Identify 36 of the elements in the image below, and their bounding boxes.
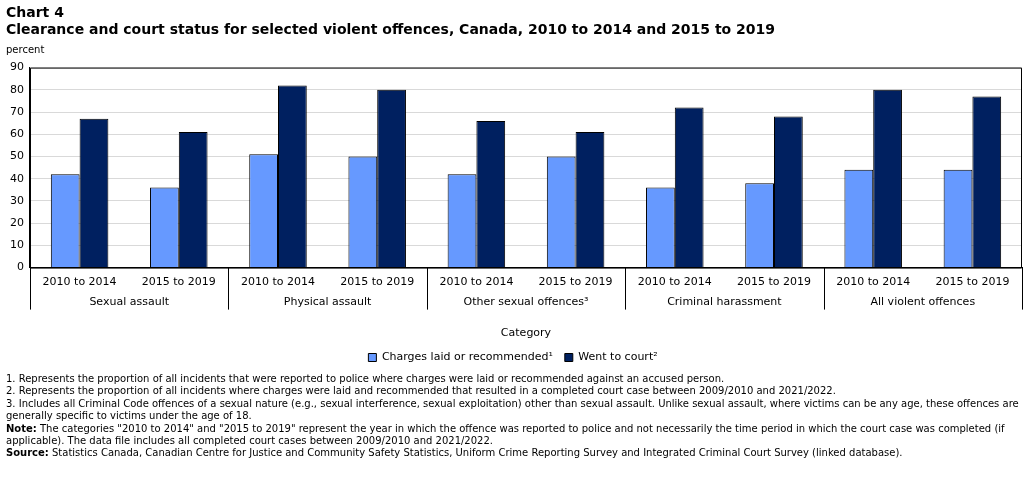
text: Physical assault	[283, 295, 373, 309]
source-note: Source: Statistics Canada, Canadian Centre for Justice and Community Safety Statistics, Uniform Crime Reporting Survey and Integrated Criminal Court Survey (linked database).	[6, 447, 904, 460]
text: Note: The categories "2010 to 2014" and "2015 to 2019" represent the year in which the offence was reported to police and not necessarily the time period in which the court case was completed (if applicable). The data file includes all completed court cases between 2009/2010 and 2021/2022.	[6, 422, 1006, 448]
text: Other sexual offences³	[463, 295, 589, 309]
y-tick-label: 40	[10, 171, 24, 185]
chart-subtitle: Clearance and court status for selected violent offences, Canada, 2010 to 2014 and 2015 to 2019	[6, 21, 777, 38]
y-tick-label: 10	[10, 238, 24, 252]
y-tick-label: 20	[10, 216, 24, 230]
text: All violent offences	[870, 295, 976, 309]
x-tick-label: 2010 to 2014	[836, 275, 911, 289]
y-tick-label: 90	[10, 60, 24, 74]
x-tick-label: 2015 to 2019	[538, 275, 613, 289]
chart-title: Chart 4	[6, 4, 65, 21]
text: Criminal harassment	[667, 295, 783, 309]
x-tick-label: 2015 to 2019	[141, 275, 216, 289]
legend-label: Charges laid or recommended¹	[381, 350, 553, 364]
x-tick-label: 2015 to 2019	[935, 275, 1010, 289]
x-tick-label: 2010 to 2014	[42, 275, 117, 289]
y-tick-label: 0	[17, 260, 24, 274]
x-tick-label: 2010 to 2014	[240, 275, 316, 289]
x-tick-label: 2015 to 2019	[736, 275, 812, 289]
y-tick-label: 60	[10, 127, 24, 141]
y-tick-label: 80	[10, 82, 24, 96]
x-tick-label: 2010 to 2014	[637, 275, 712, 289]
text: 2. Represents the proportion of all incidents where charges were laid and recommended that resulted in a completed court case between 2009/2010 and 2021/2022.	[6, 385, 837, 398]
text: Sexual assault	[89, 295, 170, 309]
y-tick-label: 30	[10, 193, 24, 207]
x-tick-label: 2010 to 2014	[439, 275, 514, 289]
y-tick-label: 70	[10, 104, 24, 118]
text: 3. Includes all Criminal Code offences of a sexual nature (e.g., sexual interference, sexual exploitation) other than sexual assault. Unlike sexual assault, where victims can be any age, these offences are generally specific to victims under the age of 18.	[6, 397, 1020, 423]
text: 1. Represents the proportion of all incidents that were reported to police where charges were laid or recommended against an accused person.	[6, 373, 726, 386]
x-tick-label: 2015 to 2019	[340, 275, 415, 289]
y-tick-label: 50	[10, 149, 24, 163]
x-axis-title: Category	[500, 326, 552, 340]
legend-label: Went to court²	[578, 350, 658, 364]
y-axis-title: percent	[6, 44, 46, 55]
